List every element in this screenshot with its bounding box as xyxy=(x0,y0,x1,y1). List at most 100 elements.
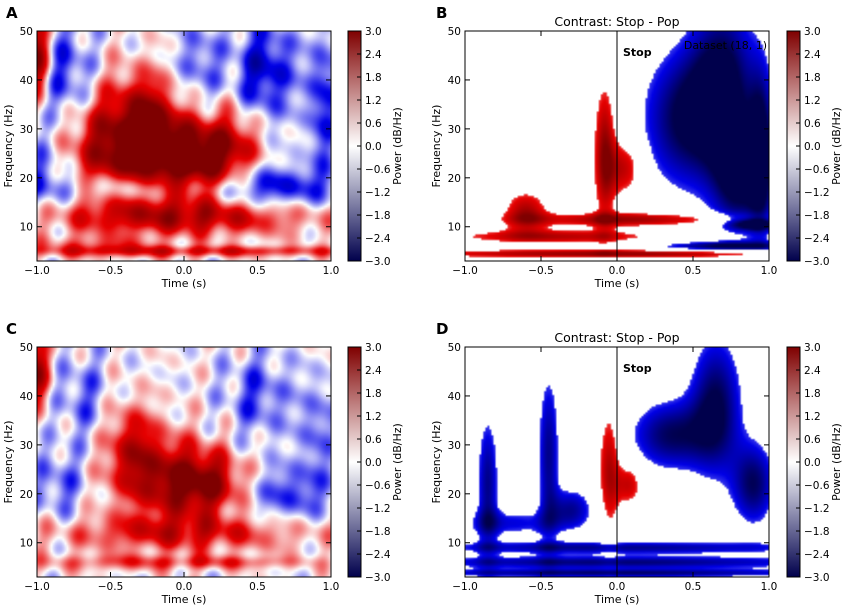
colorbar-tick-label: 3.0 xyxy=(804,26,821,38)
colorbar-tick-label: −2.4 xyxy=(365,549,391,561)
panel-letter: B xyxy=(436,4,447,22)
colorbar-tick-label: 0.0 xyxy=(804,457,821,469)
y-tick-label: 20 xyxy=(20,489,33,501)
colorbar-tick-label: 0.0 xyxy=(365,457,382,469)
y-tick-label: 20 xyxy=(448,173,461,185)
colorbar-tick-label: −1.8 xyxy=(365,210,391,222)
x-tick-label: 0.5 xyxy=(249,265,266,277)
panel-c: C −1.0 −0.5 0.0 0.5 1.0 10 20 30 40 50 Time (s) Freq… xyxy=(2,320,404,606)
y-tick-label: 10 xyxy=(448,538,461,550)
colorbar-tick-label: 1.8 xyxy=(365,388,382,400)
x-axis-label: Time (s) xyxy=(161,593,207,606)
y-tick-label: 30 xyxy=(448,124,461,136)
colorbar-tick-label: −3.0 xyxy=(365,256,391,268)
x-tick-label: 1.0 xyxy=(761,265,778,277)
x-tick-label: −0.5 xyxy=(98,581,124,593)
colorbar-tick-label: 2.4 xyxy=(804,49,821,61)
x-tick-label: −0.5 xyxy=(528,265,554,277)
y-axis-label: Frequency (Hz) xyxy=(430,105,443,188)
colorbar-tick-label: −0.6 xyxy=(365,164,391,176)
colorbar-tick-label: 0.0 xyxy=(365,141,382,153)
panel-title: Contrast: Stop - Pop xyxy=(554,330,679,345)
x-axis-label: Time (s) xyxy=(594,277,640,290)
colorbar-tick-label: 2.4 xyxy=(804,365,821,377)
colorbar-tick-label: −3.0 xyxy=(804,572,830,584)
colorbar-tick-label: 2.4 xyxy=(365,49,382,61)
colorbar-tick-label: 1.2 xyxy=(804,411,821,423)
y-tick-label: 50 xyxy=(20,26,33,38)
x-tick-label: 0.0 xyxy=(176,581,193,593)
colorbar-tick-label: −1.2 xyxy=(365,187,391,199)
dataset-annotation: Dataset (18, 1) xyxy=(684,39,767,52)
x-tick-label: 1.0 xyxy=(761,581,778,593)
colorbar-tick-label: 1.2 xyxy=(365,95,382,107)
heatmap-image xyxy=(37,347,331,577)
colorbar-tick-label: 1.2 xyxy=(804,95,821,107)
colorbar-tick-label: −2.4 xyxy=(804,233,830,245)
x-tick-label: −0.5 xyxy=(98,265,124,277)
colorbar-tick-label: 0.6 xyxy=(365,434,382,446)
colorbar-label: Power (dB/Hz) xyxy=(830,107,843,185)
x-tick-label: −1.0 xyxy=(452,581,478,593)
panel-letter: D xyxy=(436,320,448,338)
y-tick-label: 20 xyxy=(20,173,33,185)
colorbar-tick-label: −1.2 xyxy=(804,503,830,515)
y-tick-label: 20 xyxy=(448,489,461,501)
colorbar-tick-label: −2.4 xyxy=(365,233,391,245)
y-tick-label: 10 xyxy=(20,538,33,550)
colorbar-tick-label: 1.8 xyxy=(804,388,821,400)
y-tick-label: 40 xyxy=(20,391,33,403)
x-tick-label: 0.5 xyxy=(685,265,702,277)
heatmap-image xyxy=(37,31,331,261)
colorbar-tick-label: 1.8 xyxy=(365,72,382,84)
panel-b: B −1.0 −0.5 0.0 0.5 1.0 10 20 30 40 50 Time (s) Freq… xyxy=(430,4,843,290)
stop-annotation: Stop xyxy=(623,46,652,59)
x-tick-label: 0.0 xyxy=(176,265,193,277)
x-tick-label: 0.5 xyxy=(249,581,266,593)
x-tick-label: −1.0 xyxy=(452,265,478,277)
x-tick-label: 1.0 xyxy=(323,265,340,277)
colorbar-tick-label: −1.8 xyxy=(365,526,391,538)
colorbar-label: Power (dB/Hz) xyxy=(391,107,404,185)
colorbar-tick-label: 0.6 xyxy=(804,434,821,446)
colorbar-tick-label: 0.0 xyxy=(804,141,821,153)
colorbar-label: Power (dB/Hz) xyxy=(830,423,843,501)
x-tick-label: 1.0 xyxy=(323,581,340,593)
colorbar-tick-label: −1.2 xyxy=(804,187,830,199)
panel-a: A −1.0 −0.5 0.0 0.5 1.0 10 20 30 40 50 Time (s) Freq… xyxy=(2,4,404,290)
y-tick-label: 40 xyxy=(448,391,461,403)
y-tick-label: 30 xyxy=(448,440,461,452)
colorbar-tick-label: 1.2 xyxy=(365,411,382,423)
colorbar-tick-label: 0.6 xyxy=(804,118,821,130)
y-tick-label: 40 xyxy=(448,75,461,87)
x-axis-label: Time (s) xyxy=(161,277,207,290)
y-tick-label: 30 xyxy=(20,124,33,136)
panel-d: D −1.0 −0.5 0.0 0.5 1.0 10 20 30 40 50 Time (s) Freq… xyxy=(430,320,843,606)
x-tick-label: 0.5 xyxy=(685,581,702,593)
y-tick-label: 30 xyxy=(20,440,33,452)
colorbar-tick-label: −0.6 xyxy=(804,164,830,176)
colorbar-tick-label: 1.8 xyxy=(804,72,821,84)
x-tick-label: −0.5 xyxy=(528,581,554,593)
colorbar-tick-label: −2.4 xyxy=(804,549,830,561)
x-tick-label: −1.0 xyxy=(24,265,50,277)
y-tick-label: 50 xyxy=(448,342,461,354)
colorbar-tick-label: 3.0 xyxy=(804,342,821,354)
y-tick-label: 10 xyxy=(448,222,461,234)
colorbar-tick-label: 3.0 xyxy=(365,342,382,354)
stop-annotation: Stop xyxy=(623,362,652,375)
colorbar-tick-label: 3.0 xyxy=(365,26,382,38)
colorbar-tick-label: −1.8 xyxy=(804,210,830,222)
colorbar-tick-label: −1.8 xyxy=(804,526,830,538)
y-axis-label: Frequency (Hz) xyxy=(430,421,443,504)
panel-title: Contrast: Stop - Pop xyxy=(554,14,679,29)
colorbar-label: Power (dB/Hz) xyxy=(391,423,404,501)
colorbar-tick-label: 0.6 xyxy=(365,118,382,130)
y-tick-label: 10 xyxy=(20,222,33,234)
y-tick-label: 50 xyxy=(20,342,33,354)
x-axis-label: Time (s) xyxy=(594,593,640,606)
colorbar-tick-label: −1.2 xyxy=(365,503,391,515)
colorbar-tick-label: −3.0 xyxy=(365,572,391,584)
y-axis-label: Frequency (Hz) xyxy=(2,105,15,188)
